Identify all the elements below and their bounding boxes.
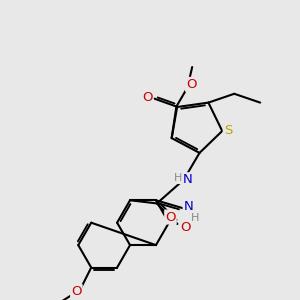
Text: O: O	[71, 285, 82, 298]
Text: H: H	[174, 173, 182, 183]
Text: N: N	[184, 200, 193, 213]
Text: S: S	[224, 124, 232, 137]
Text: H: H	[191, 213, 200, 223]
Text: O: O	[186, 78, 196, 91]
Text: O: O	[142, 91, 153, 103]
Text: N: N	[183, 173, 192, 186]
Text: O: O	[165, 211, 176, 224]
Text: O: O	[180, 220, 190, 234]
